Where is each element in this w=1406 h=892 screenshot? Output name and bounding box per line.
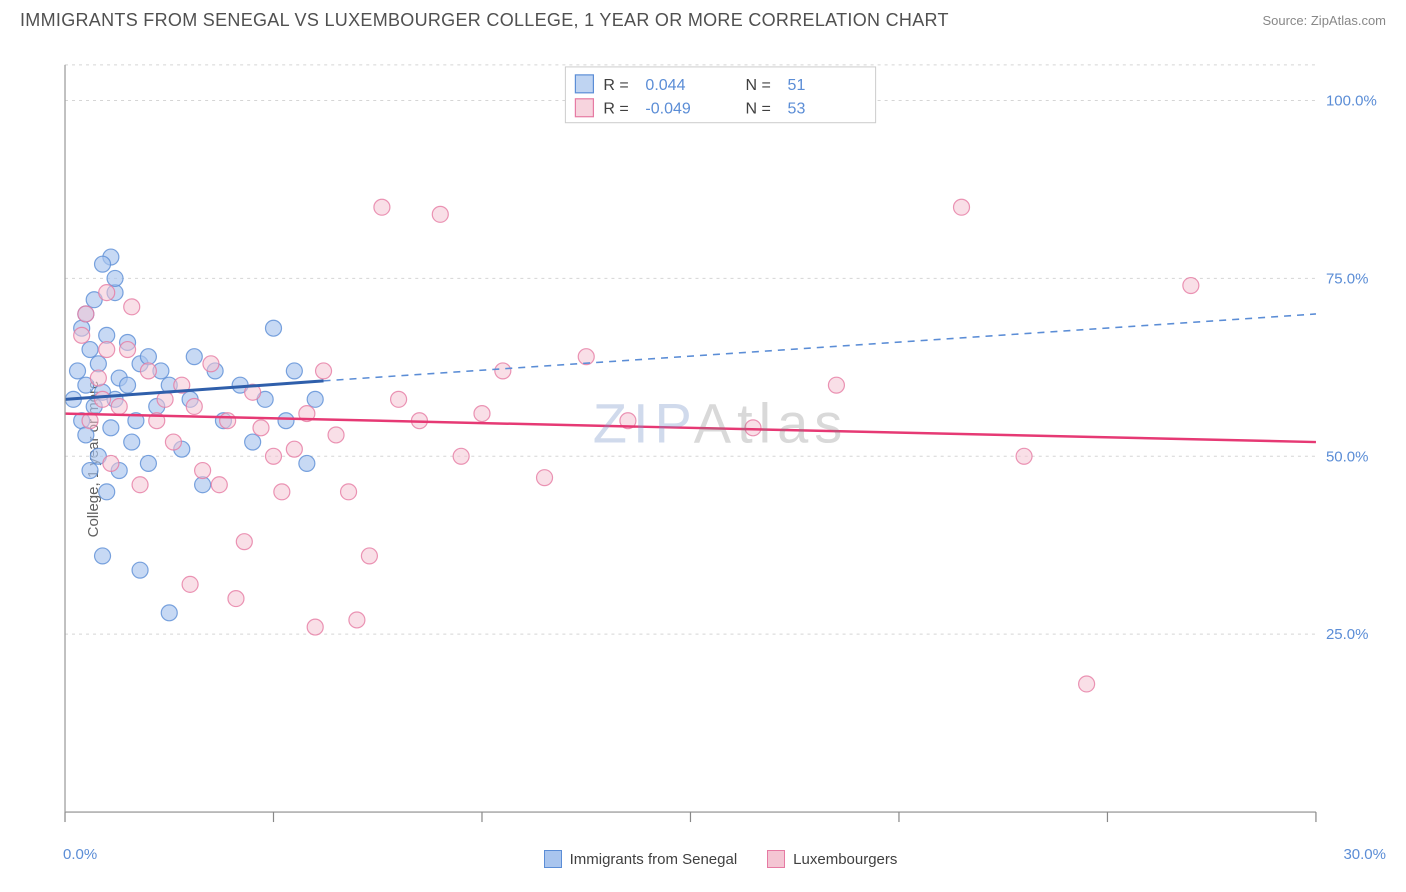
chart-wrapper: College, 1 year or more 25.0%50.0%75.0%1… (20, 45, 1386, 872)
legend-label-luxembourgers: Luxembourgers (793, 851, 897, 868)
plot-area: 25.0% 50.0% 75.0% 100.0% R = 0.044 N = 51 R =… (55, 45, 1386, 832)
svg-text:100.0%: 100.0% (1326, 93, 1377, 110)
chart-svg: 25.0% 50.0% 75.0% 100.0% R = 0.044 N = 51 R =… (55, 45, 1386, 832)
chart-title: IMMIGRANTS FROM SENEGAL VS LUXEMBOURGER … (20, 10, 949, 31)
svg-text:0.044: 0.044 (645, 77, 685, 94)
svg-text:50.0%: 50.0% (1326, 448, 1369, 465)
svg-text:51: 51 (788, 77, 806, 94)
legend-swatch-senegal (544, 850, 562, 868)
svg-text:53: 53 (788, 101, 806, 118)
svg-text:75.0%: 75.0% (1326, 270, 1369, 287)
chart-header: IMMIGRANTS FROM SENEGAL VS LUXEMBOURGER … (0, 0, 1406, 35)
svg-text:-0.049: -0.049 (645, 101, 691, 118)
svg-text:R =: R = (603, 101, 628, 118)
svg-text:25.0%: 25.0% (1326, 626, 1369, 643)
legend-swatch-luxembourgers (767, 850, 785, 868)
svg-text:N =: N = (746, 101, 771, 118)
bottom-legend: Immigrants from Senegal Luxembourgers (55, 850, 1386, 868)
chart-source: Source: ZipAtlas.com (1262, 13, 1386, 28)
svg-text:N =: N = (746, 77, 771, 94)
legend-item-luxembourgers: Luxembourgers (767, 850, 897, 868)
legend-item-senegal: Immigrants from Senegal (544, 850, 738, 868)
legend-label-senegal: Immigrants from Senegal (570, 851, 738, 868)
svg-text:R =: R = (603, 77, 628, 94)
